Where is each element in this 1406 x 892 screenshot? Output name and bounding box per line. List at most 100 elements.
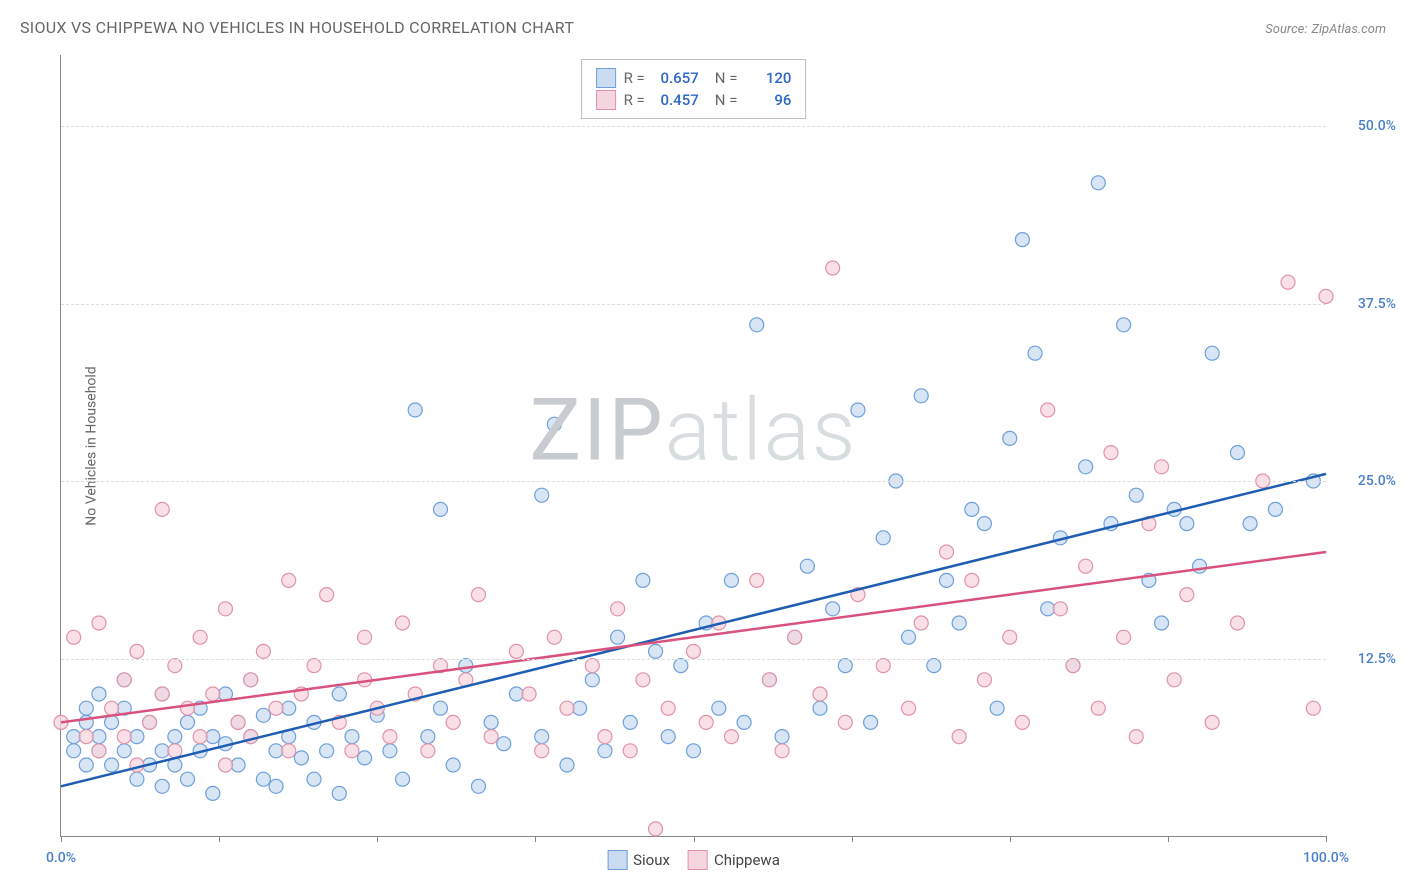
data-point <box>484 715 498 729</box>
data-point <box>1230 616 1244 630</box>
n-label: N = <box>715 69 738 87</box>
data-point <box>674 659 688 673</box>
data-point <box>724 730 738 744</box>
data-point <box>560 758 574 772</box>
n-label: N = <box>715 91 738 109</box>
data-point <box>181 715 195 729</box>
data-point <box>117 744 131 758</box>
legend-item-sioux: Sioux <box>607 850 670 870</box>
data-point <box>206 730 220 744</box>
data-point <box>256 772 270 786</box>
data-point <box>1117 318 1131 332</box>
data-point <box>155 744 169 758</box>
r-value-sioux: 0.657 <box>653 69 699 87</box>
data-point <box>79 730 93 744</box>
data-point <box>206 786 220 800</box>
data-point <box>181 772 195 786</box>
data-point <box>408 403 422 417</box>
x-tick-label-end: 100.0% <box>1303 850 1349 866</box>
plot-svg <box>61 55 1326 836</box>
legend-label-chippewa: Chippewa <box>714 851 780 869</box>
data-point <box>1155 460 1169 474</box>
data-point <box>813 701 827 715</box>
x-tick <box>535 836 536 842</box>
data-point <box>1129 488 1143 502</box>
data-point <box>585 659 599 673</box>
data-point <box>914 616 928 630</box>
data-point <box>256 708 270 722</box>
data-point <box>750 318 764 332</box>
gridline <box>61 659 1326 660</box>
data-point <box>535 488 549 502</box>
data-point <box>813 687 827 701</box>
data-point <box>623 715 637 729</box>
data-point <box>307 659 321 673</box>
data-point <box>800 559 814 573</box>
data-point <box>79 758 93 772</box>
data-point <box>282 573 296 587</box>
data-point <box>244 673 258 687</box>
source-prefix: Source: <box>1265 22 1307 37</box>
n-value-chippewa: 96 <box>745 91 791 109</box>
data-point <box>92 616 106 630</box>
data-point <box>1129 730 1143 744</box>
data-point <box>1015 715 1029 729</box>
data-point <box>623 744 637 758</box>
r-label: R = <box>624 91 645 109</box>
data-point <box>206 687 220 701</box>
data-point <box>332 786 346 800</box>
data-point <box>611 630 625 644</box>
data-point <box>358 630 372 644</box>
data-point <box>218 602 232 616</box>
data-point <box>1180 588 1194 602</box>
data-point <box>92 744 106 758</box>
data-point <box>130 730 144 744</box>
swatch-sioux <box>596 68 616 88</box>
source-name[interactable]: ZipAtlas.com <box>1311 22 1386 37</box>
data-point <box>775 744 789 758</box>
x-tick <box>1326 836 1327 842</box>
data-point <box>345 744 359 758</box>
data-point <box>193 730 207 744</box>
x-tick <box>694 836 695 842</box>
data-point <box>1193 559 1207 573</box>
data-point <box>181 701 195 715</box>
data-point <box>687 744 701 758</box>
data-point <box>1066 659 1080 673</box>
data-point <box>471 779 485 793</box>
data-point <box>434 502 448 516</box>
data-point <box>383 744 397 758</box>
data-point <box>1091 176 1105 190</box>
data-point <box>952 616 966 630</box>
data-point <box>724 573 738 587</box>
data-point <box>117 673 131 687</box>
data-point <box>1155 616 1169 630</box>
source-label: Source: ZipAtlas.com <box>1265 18 1386 37</box>
data-point <box>193 630 207 644</box>
data-point <box>750 573 764 587</box>
data-point <box>1079 559 1093 573</box>
data-point <box>1053 602 1067 616</box>
data-point <box>92 687 106 701</box>
y-tick-label: 50.0% <box>1336 118 1396 134</box>
data-point <box>130 644 144 658</box>
data-point <box>1117 630 1131 644</box>
data-point <box>547 417 561 431</box>
data-point <box>484 730 498 744</box>
x-tick-label-start: 0.0% <box>46 850 76 866</box>
x-tick <box>219 836 220 842</box>
data-point <box>497 737 511 751</box>
data-point <box>155 502 169 516</box>
data-point <box>1306 701 1320 715</box>
x-tick <box>1168 836 1169 842</box>
swatch-sioux-icon <box>607 850 627 870</box>
data-point <box>598 730 612 744</box>
data-point <box>573 701 587 715</box>
data-point <box>902 630 916 644</box>
data-point <box>1205 715 1219 729</box>
data-point <box>1167 673 1181 687</box>
data-point <box>851 403 865 417</box>
data-point <box>965 502 979 516</box>
data-point <box>737 715 751 729</box>
swatch-chippewa <box>596 90 616 110</box>
